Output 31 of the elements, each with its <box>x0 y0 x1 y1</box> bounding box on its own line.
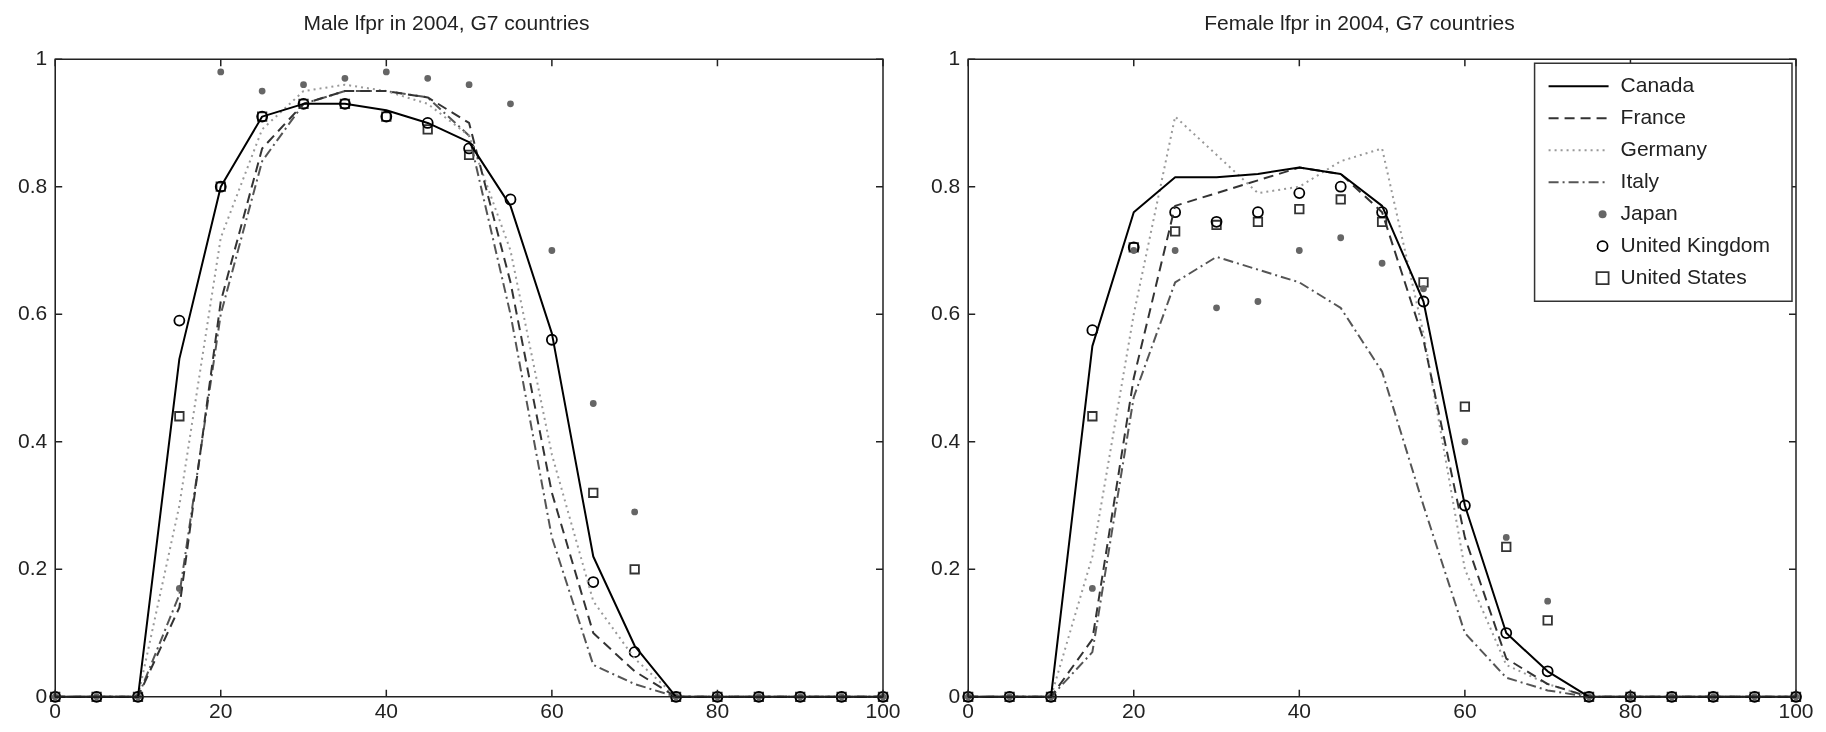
legend-label: United Kingdom <box>1620 233 1770 256</box>
y-tick-label: 1 <box>948 46 961 69</box>
x-tick-label: 40 <box>374 699 398 723</box>
y-tick-label: 0.6 <box>17 301 48 325</box>
x-tick-label: 100 <box>1778 699 1814 723</box>
y-tick-label: 0.4 <box>17 428 48 452</box>
x-tick-label: 60 <box>1453 699 1477 723</box>
y-tick-label: 0.2 <box>17 556 48 580</box>
y-tick-label: 0.2 <box>930 556 961 580</box>
x-tick-label: 80 <box>1618 699 1643 723</box>
y-tick-label: 0 <box>948 683 961 707</box>
y-tick-label: 0.6 <box>930 301 961 325</box>
legend-label: Germany <box>1620 137 1708 160</box>
y-tick-label: 1 <box>35 46 48 69</box>
chart-title: Male lfpr in 2004, G7 countries <box>303 11 590 35</box>
legend-label: Japan <box>1620 201 1678 224</box>
y-tick-label: 0.4 <box>930 428 961 452</box>
x-tick-label: 60 <box>540 699 564 723</box>
x-tick-label: 20 <box>209 699 233 723</box>
legend-label: Canada <box>1620 73 1695 96</box>
x-tick-label: 100 <box>865 699 901 723</box>
y-tick-label: 0 <box>35 683 48 707</box>
y-tick-label: 0.8 <box>17 173 48 197</box>
x-tick-label: 20 <box>1122 699 1146 723</box>
y-tick-label: 0.8 <box>930 173 961 197</box>
chart-title: Female lfpr in 2004, G7 countries <box>1204 11 1515 35</box>
legend-label: United States <box>1620 265 1747 288</box>
x-tick-label: 40 <box>1287 699 1311 723</box>
x-tick-label: 80 <box>705 699 730 723</box>
legend-label: France <box>1620 105 1686 128</box>
legend-label: Italy <box>1620 169 1660 192</box>
